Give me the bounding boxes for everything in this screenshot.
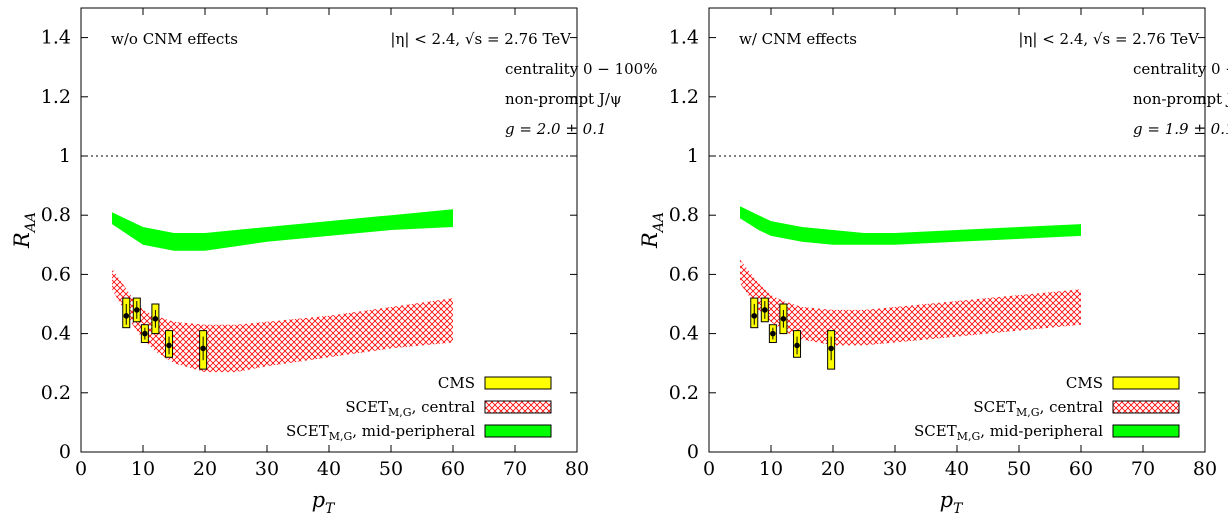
cms-data-point <box>123 313 130 319</box>
y-axis-label: RAA <box>638 212 667 249</box>
band-mid-peripheral <box>112 209 453 251</box>
band-mid-peripheral <box>740 206 1081 245</box>
annotation-effects: w/ CNM effects <box>739 30 857 48</box>
legend-swatch <box>484 376 552 390</box>
cms-data-point <box>134 307 140 313</box>
x-tick-label: 60 <box>441 458 465 480</box>
y-tick-label: 0.6 <box>41 263 71 285</box>
legend-label: SCETM,G, central <box>345 398 475 419</box>
y-tick-label: 0.4 <box>41 323 71 345</box>
x-tick-label: 80 <box>565 458 589 480</box>
y-tick-label: 0.8 <box>669 204 699 226</box>
y-tick-label: 1.4 <box>41 27 71 49</box>
x-axis-label: pT <box>312 488 336 517</box>
annotation-kinematics: |η| < 2.4, √s = 2.76 TeV <box>1018 30 1200 48</box>
annotation-centrality: centrality 0 − 100% <box>1133 60 1228 78</box>
cms-data-point <box>751 313 758 319</box>
y-tick-label: 1 <box>687 145 699 167</box>
annotation-coupling: g = 1.9 ± 0.1 <box>1133 120 1228 138</box>
x-tick-label: 50 <box>1007 458 1031 480</box>
legend-swatch <box>1112 424 1180 438</box>
cms-data-point <box>794 342 800 349</box>
legend-label: SCETM,G, central <box>973 398 1103 419</box>
x-tick-label: 20 <box>193 458 217 480</box>
annotation-centrality: centrality 0 − 100% <box>505 60 657 78</box>
legend-label: SCETM,G, mid-peripheral <box>286 422 475 443</box>
x-tick-label: 50 <box>379 458 403 480</box>
legend-swatch <box>484 424 552 438</box>
legend-label: CMS <box>438 374 475 392</box>
x-tick-label: 30 <box>883 458 907 480</box>
band-central <box>112 268 453 373</box>
y-tick-label: 1.4 <box>669 27 699 49</box>
y-tick-label: 0.6 <box>669 263 699 285</box>
cms-data-point <box>770 330 776 337</box>
cms-data-point <box>142 330 148 337</box>
x-tick-label: 10 <box>759 458 783 480</box>
y-tick-label: 0.2 <box>669 382 699 404</box>
annotation-coupling: g = 2.0 ± 0.1 <box>505 120 607 138</box>
y-axis-label: RAA <box>10 212 39 249</box>
x-tick-label: 0 <box>703 458 715 480</box>
legend-swatch <box>484 400 552 414</box>
cms-data-point <box>762 307 768 313</box>
x-tick-label: 40 <box>945 458 969 480</box>
x-tick-label: 80 <box>1193 458 1217 480</box>
cms-data-point <box>166 342 172 349</box>
y-tick-label: 1.2 <box>41 86 71 108</box>
x-tick-label: 20 <box>821 458 845 480</box>
y-tick-label: 1.2 <box>669 86 699 108</box>
x-tick-label: 0 <box>75 458 87 480</box>
x-tick-label: 70 <box>1131 458 1155 480</box>
annotation-kinematics: |η| < 2.4, √s = 2.76 TeV <box>390 30 572 48</box>
y-tick-label: 0 <box>687 441 699 463</box>
annotation-process: non-prompt J/ψ <box>505 90 622 108</box>
chart-panel-2: 0 10 20 30 40 50 60 70 80 0 0.2 0.4 0.6 0.8 1 1.2 1.4 pT R… <box>638 7 1228 517</box>
x-tick-label: 10 <box>131 458 155 480</box>
legend-swatch <box>1112 400 1180 414</box>
cms-data-point <box>152 316 159 322</box>
y-tick-label: 1 <box>59 145 71 167</box>
y-tick-label: 0 <box>59 441 71 463</box>
x-tick-label: 40 <box>317 458 341 480</box>
cms-data-point <box>780 316 787 322</box>
y-tick-label: 0.2 <box>41 382 71 404</box>
chart-panel-1: 0 10 20 30 40 50 60 70 80 0 0.2 0.4 0.6 0.8 1 1.2 1.4 pT R… <box>10 7 657 517</box>
x-tick-label: 30 <box>255 458 279 480</box>
x-axis-label: pT <box>940 488 964 517</box>
annotation-process: non-prompt J/ψ <box>1133 90 1228 108</box>
y-tick-label: 0.8 <box>41 204 71 226</box>
cms-data-point <box>200 345 206 352</box>
x-tick-label: 70 <box>503 458 527 480</box>
y-tick-label: 0.4 <box>669 323 699 345</box>
annotation-effects: w/o CNM effects <box>111 30 238 48</box>
legend-label: CMS <box>1066 374 1103 392</box>
band-central <box>740 259 1081 346</box>
legend-swatch <box>1112 376 1180 390</box>
cms-data-point <box>828 345 834 352</box>
x-tick-label: 60 <box>1069 458 1093 480</box>
legend-label: SCETM,G, mid-peripheral <box>914 422 1103 443</box>
